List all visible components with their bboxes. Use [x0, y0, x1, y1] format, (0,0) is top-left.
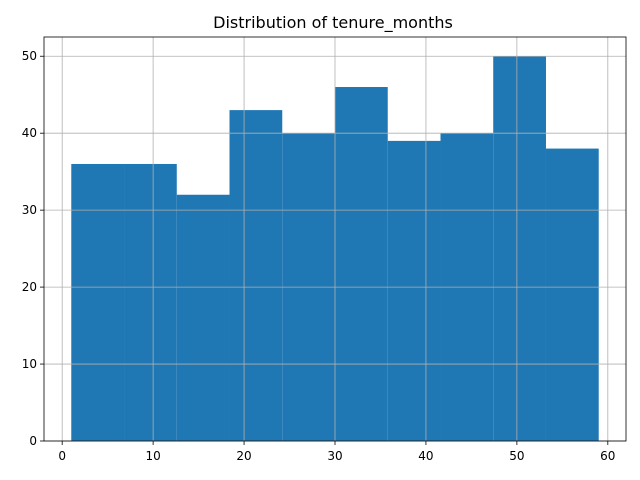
chart-title: Distribution of tenure_months	[213, 13, 453, 33]
histogram-bar	[176, 194, 230, 441]
y-tick-label: 50	[22, 49, 37, 63]
x-tick-label: 20	[236, 449, 251, 463]
histogram-bar	[335, 87, 388, 442]
y-tick-label: 20	[22, 280, 37, 294]
y-tick-label: 10	[22, 357, 37, 371]
y-tick-label: 30	[22, 203, 37, 217]
x-tick-label: 30	[327, 449, 342, 463]
axes-layer: 0 10 20 30 40 50 60 0 10 20 30 40 50	[22, 36, 627, 463]
x-tick-label: 60	[600, 449, 615, 463]
histogram-bar	[545, 148, 599, 442]
histogram-bar	[124, 163, 177, 441]
y-tick-label: 40	[22, 126, 37, 140]
histogram-bar	[387, 140, 441, 441]
x-tick-label: 50	[509, 449, 524, 463]
histogram-bar	[493, 56, 546, 441]
histogram-bar	[229, 110, 283, 441]
x-tick-label: 40	[418, 449, 433, 463]
x-tick-label: 10	[145, 449, 160, 463]
histogram-bar	[71, 163, 125, 441]
x-tick-label: 0	[58, 449, 66, 463]
y-tick-label: 0	[29, 434, 37, 448]
